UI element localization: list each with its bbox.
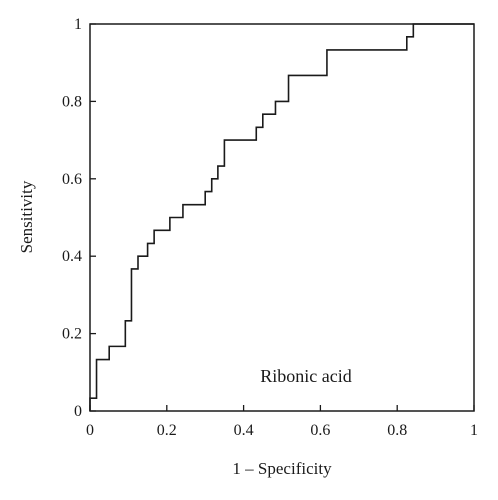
y-axis-label: Sensitivity [17,180,36,253]
x-tick-label: 0.4 [234,422,254,439]
y-tick-label: 0.2 [62,326,82,343]
y-tick-label: 1 [74,16,82,33]
y-tick-label: 0.8 [62,93,82,110]
x-tick-label: 0 [86,422,94,439]
y-tick-label: 0.4 [62,248,82,265]
x-axis-label: 1 – Specificity [232,459,332,478]
roc-curve-line [89,23,474,411]
x-tick-label: 0.8 [387,422,407,439]
plot-frame [89,23,475,412]
y-tick-label: 0.6 [62,171,82,188]
x-axis-ticks: 0 0.2 0.4 0.6 0.8 1 [86,405,478,439]
y-tick-label: 0 [74,403,82,420]
x-tick-label: 0.2 [157,422,177,439]
x-tick-label: 0.6 [310,422,330,439]
y-axis-ticks: 0 0.2 0.4 0.6 0.8 1 [62,16,96,420]
x-tick-label: 1 [470,422,478,439]
series-annotation: Ribonic acid [260,366,351,386]
